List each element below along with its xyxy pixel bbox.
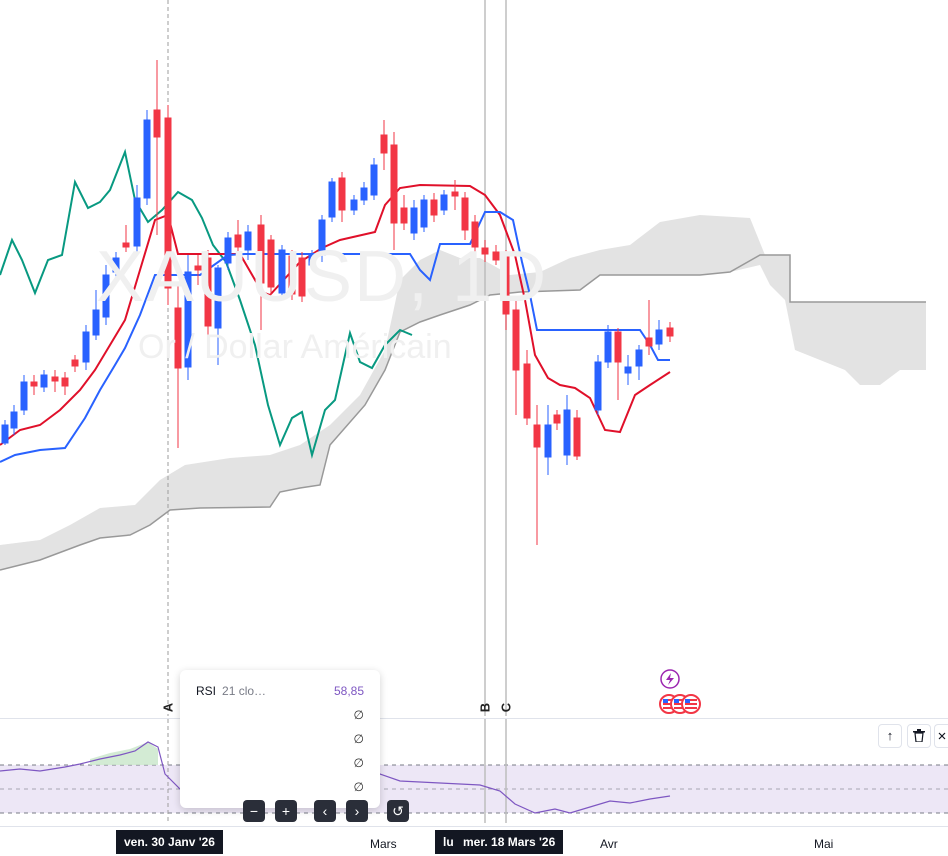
- zoom-out-button[interactable]: −: [243, 800, 265, 822]
- price-chart[interactable]: [0, 0, 948, 716]
- trash-icon: [913, 729, 925, 743]
- rsi-pane[interactable]: [0, 718, 948, 823]
- empty-value: ∅: [353, 780, 364, 794]
- marker-date-label-c: mer. 18 Mars '26: [455, 830, 564, 854]
- indicator-args: 21 clo…: [222, 684, 267, 698]
- marker-label-c[interactable]: C: [498, 702, 514, 713]
- indicator-name: RSI: [196, 684, 217, 698]
- marker-label-b[interactable]: B: [477, 702, 493, 713]
- senkou-span-b: [0, 254, 926, 571]
- tenkan-sen: [0, 211, 670, 463]
- events-group[interactable]: [656, 668, 706, 718]
- scroll-right-button[interactable]: ›: [346, 800, 368, 822]
- tick-label: Mars: [370, 837, 397, 851]
- scroll-left-button[interactable]: ‹: [314, 800, 336, 822]
- chevron-icon: [938, 732, 946, 740]
- marker-label-a[interactable]: A: [160, 702, 176, 713]
- delete-pane-button[interactable]: [907, 724, 931, 748]
- empty-value: ∅: [353, 708, 364, 722]
- rsi-value: 58,85: [333, 684, 364, 698]
- arrow-up-icon: ↑: [886, 728, 894, 743]
- empty-value: ∅: [353, 756, 364, 770]
- rsi-legend-tooltip: RSI 21 clo… 58,85 ∅ ∅ ∅ ∅: [180, 670, 380, 808]
- marker-date-label-b: lu: [435, 830, 457, 854]
- candlesticks: [1, 60, 674, 545]
- rsi-line: [0, 741, 671, 814]
- tick-label: Mai: [814, 837, 834, 851]
- kijun-sen: [0, 183, 671, 446]
- tick-label: Avr: [600, 837, 618, 851]
- zoom-in-button[interactable]: +: [275, 800, 297, 822]
- move-pane-up-button[interactable]: ↑: [878, 724, 902, 748]
- chikou-span: [0, 148, 413, 459]
- ichimoku-cloud: [0, 215, 926, 570]
- time-axis[interactable]: ven. 30 Janv '26 Mars lu mer. 18 Mars '2…: [0, 826, 948, 856]
- more-pane-options-button[interactable]: [934, 724, 948, 748]
- reset-chart-button[interactable]: ↺: [387, 800, 409, 822]
- empty-value: ∅: [353, 732, 364, 746]
- crosshair-date-label: ven. 30 Janv '26: [116, 830, 223, 854]
